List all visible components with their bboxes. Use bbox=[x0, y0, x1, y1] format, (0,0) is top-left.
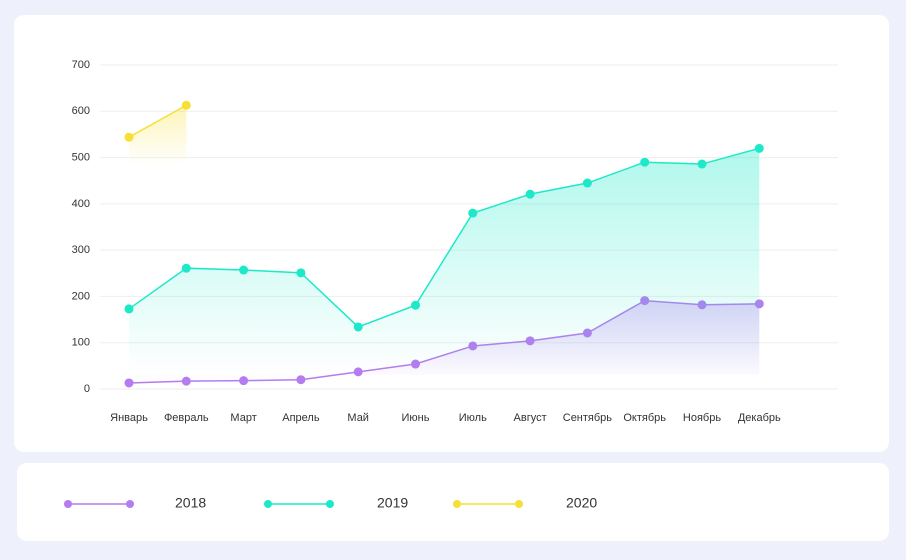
marker bbox=[239, 265, 249, 275]
marker bbox=[124, 132, 134, 142]
line bbox=[128, 104, 187, 138]
legend-label: 2019 bbox=[377, 495, 408, 511]
legend-dot bbox=[264, 500, 272, 508]
marker bbox=[640, 157, 650, 167]
y-tick-label: 600 bbox=[72, 105, 90, 117]
x-tick-label: Ноябрь bbox=[683, 412, 721, 424]
x-tick-label: Июнь bbox=[402, 412, 430, 424]
marker bbox=[124, 378, 134, 388]
x-tick-label: Май bbox=[347, 412, 369, 424]
legend-dot bbox=[515, 500, 523, 508]
area bbox=[129, 105, 187, 166]
marker bbox=[296, 268, 306, 278]
y-tick-label: 200 bbox=[72, 290, 90, 302]
legend-dot bbox=[126, 500, 134, 508]
x-tick-label: Август bbox=[514, 412, 547, 424]
marker bbox=[468, 208, 478, 218]
x-tick-label: Июль bbox=[459, 412, 487, 424]
x-tick-label: Февраль bbox=[164, 412, 209, 424]
line bbox=[128, 147, 760, 328]
marker bbox=[525, 189, 535, 199]
legend-label: 2020 bbox=[566, 495, 597, 511]
y-tick-label: 0 bbox=[84, 383, 90, 395]
marker bbox=[296, 375, 306, 385]
x-tick-label: Апрель bbox=[282, 412, 320, 424]
y-tick-label: 400 bbox=[72, 198, 90, 210]
legend-dot bbox=[453, 500, 461, 508]
marker bbox=[353, 322, 363, 332]
legend-card bbox=[17, 463, 889, 541]
x-tick-label: Декабрь bbox=[738, 412, 781, 424]
marker bbox=[754, 143, 764, 153]
x-tick-label: Октябрь bbox=[623, 412, 666, 424]
y-tick-label: 300 bbox=[72, 244, 90, 256]
x-tick-label: Январь bbox=[110, 412, 148, 424]
area bbox=[129, 148, 760, 375]
legend-label: 2018 bbox=[175, 495, 206, 511]
x-tick-label: Сентябрь bbox=[563, 412, 613, 424]
legend-dot bbox=[326, 500, 334, 508]
marker bbox=[181, 376, 191, 386]
marker bbox=[582, 178, 592, 188]
y-tick-label: 700 bbox=[72, 59, 90, 71]
marker bbox=[239, 376, 249, 386]
marker bbox=[181, 100, 191, 110]
marker bbox=[411, 300, 420, 310]
y-tick-label: 100 bbox=[72, 337, 90, 349]
marker bbox=[124, 304, 134, 314]
y-tick-label: 500 bbox=[72, 151, 90, 163]
marker bbox=[697, 159, 707, 169]
legend-dot bbox=[64, 500, 72, 508]
x-tick-label: Март bbox=[230, 412, 256, 424]
marker bbox=[181, 263, 191, 273]
